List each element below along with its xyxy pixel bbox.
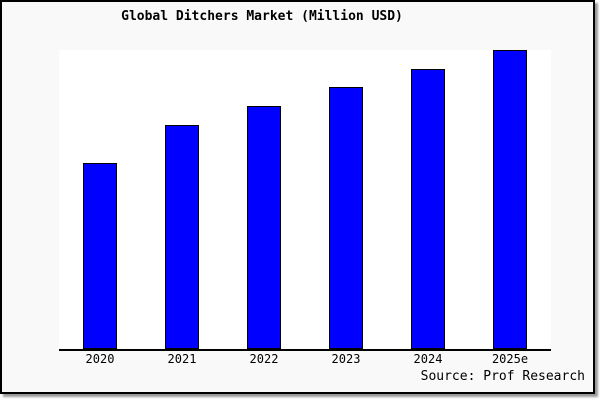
source-note: Source: Prof Research (420, 369, 585, 384)
x-tick-label: 2020 (85, 352, 115, 366)
x-tick-label: 2021 (167, 352, 197, 366)
bar-2025e (493, 50, 527, 349)
chart-title: Global Ditchers Market (Million USD) (121, 9, 403, 24)
bar-2023 (329, 87, 363, 349)
bar-2020 (83, 163, 117, 349)
plot-area (59, 50, 551, 351)
bar-2022 (247, 106, 281, 349)
bar-2024 (411, 69, 445, 349)
x-tick-label: 2024 (413, 352, 443, 366)
x-tick-label: 2025e (491, 352, 529, 366)
chart-figure: Global Ditchers Market (Million USD) 202… (0, 0, 595, 394)
x-tick-label: 2022 (249, 352, 279, 366)
x-tick-label: 2023 (331, 352, 361, 366)
bar-2021 (165, 125, 199, 349)
